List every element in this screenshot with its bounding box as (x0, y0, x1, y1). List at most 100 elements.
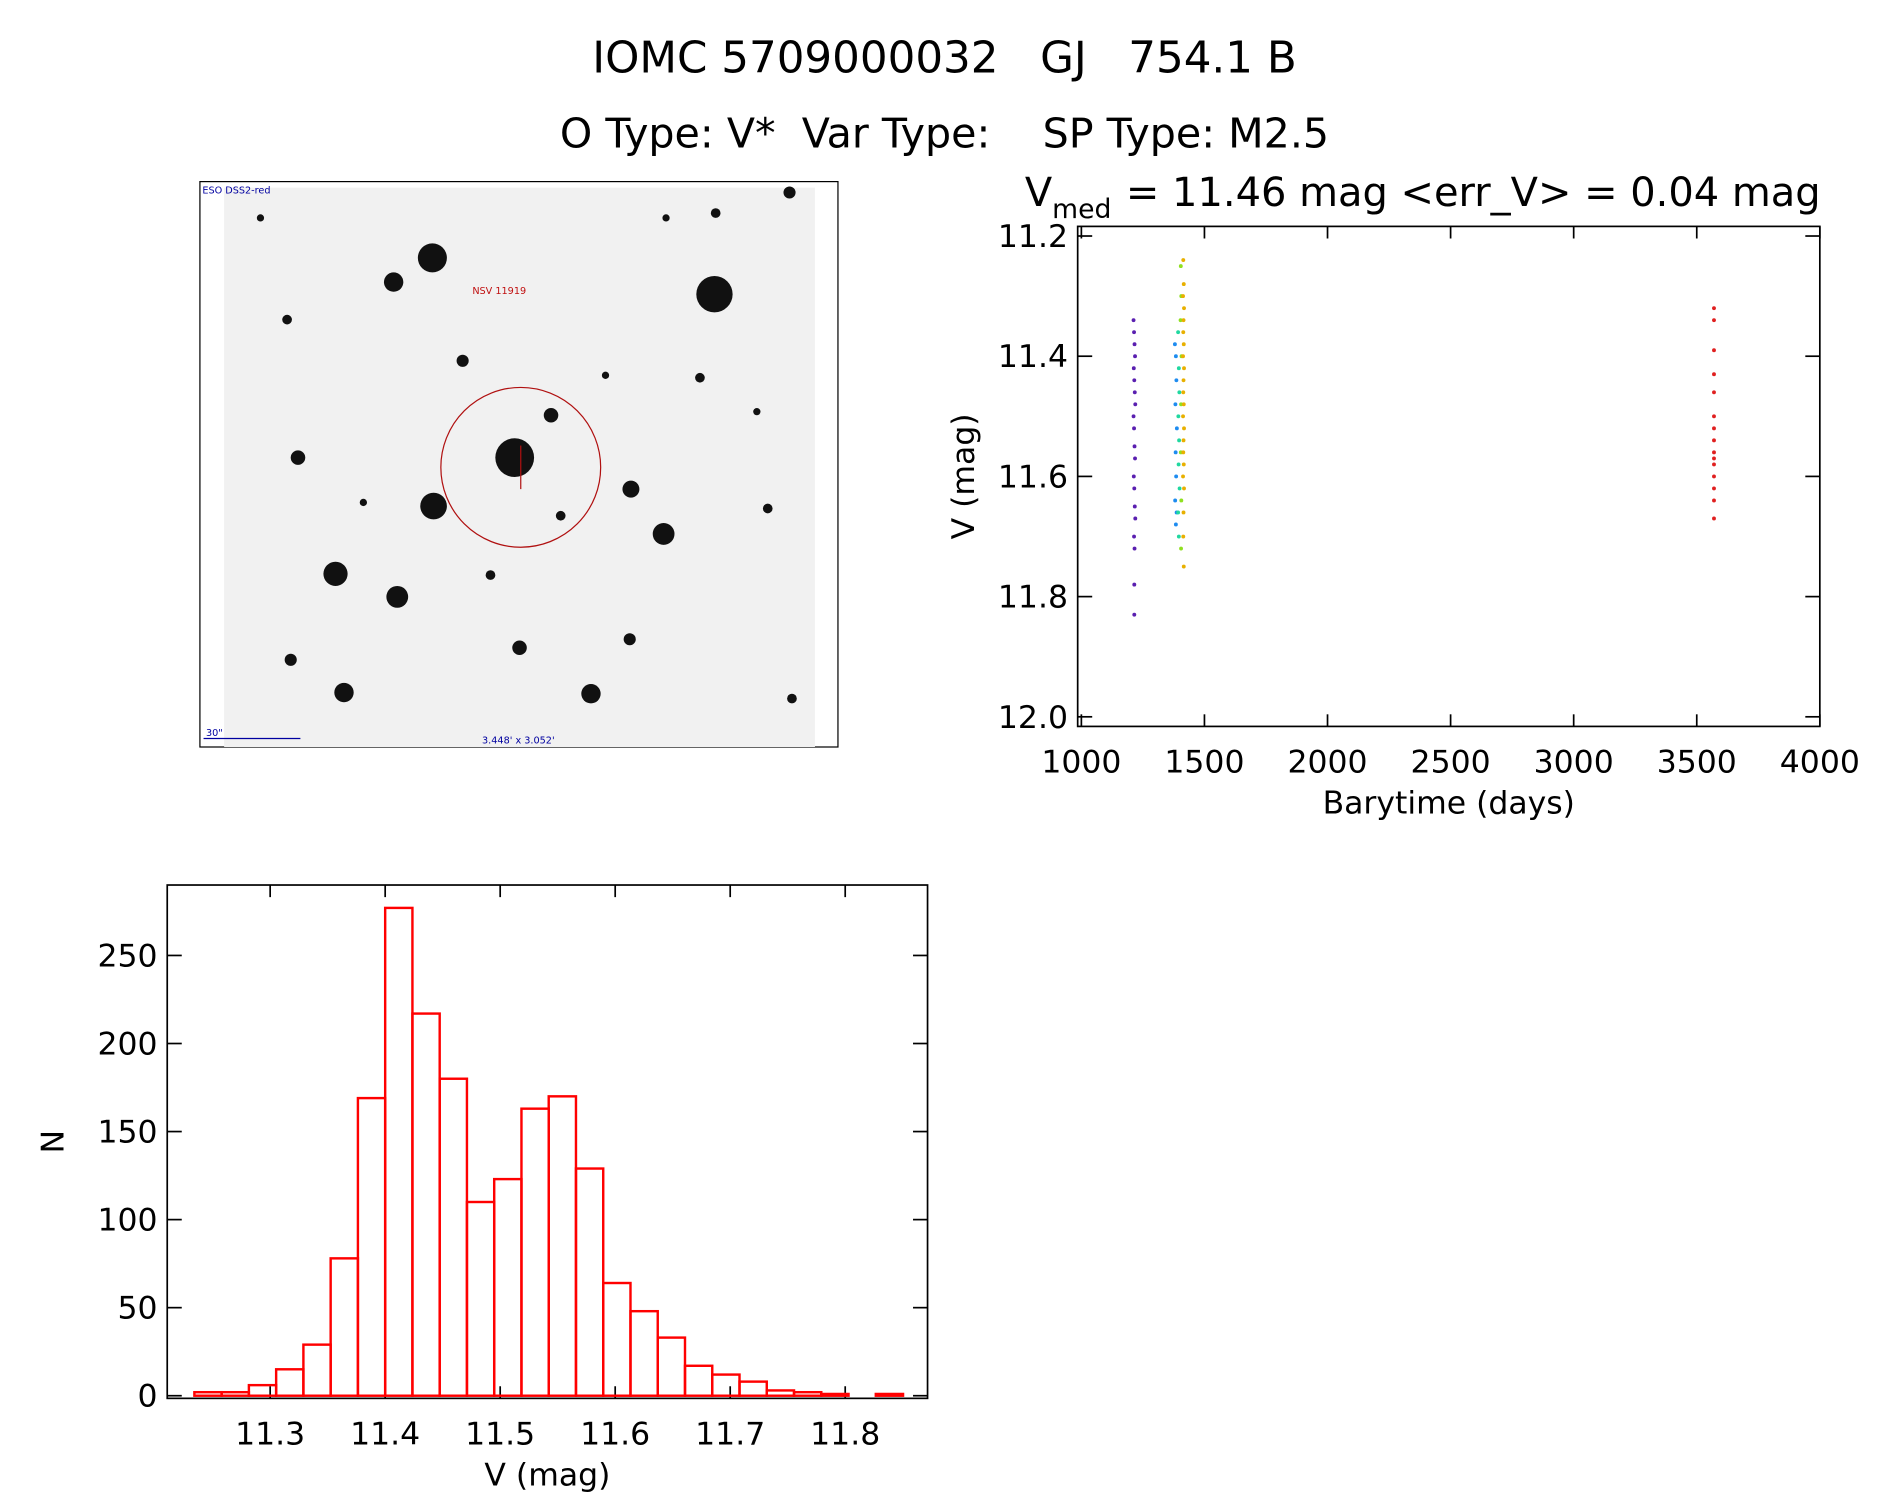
histogram-bar (220, 1390, 251, 1397)
data-point (1182, 366, 1186, 371)
y-axis-label: V (mag) (946, 413, 982, 539)
data-point (1712, 318, 1716, 323)
data-point (1173, 450, 1178, 455)
data-point (1131, 474, 1136, 479)
data-point (1181, 450, 1186, 455)
data-point (1712, 372, 1716, 377)
histogram-bar (193, 1390, 223, 1397)
data-point (1178, 318, 1183, 323)
histogram-bar (820, 1392, 850, 1397)
data-point (1712, 438, 1716, 443)
data-point (1176, 510, 1181, 515)
histogram-bar (711, 1373, 741, 1397)
x-tick-label: 1000 (1041, 744, 1121, 780)
y-axis-label: N (35, 1130, 71, 1154)
data-point (1179, 498, 1184, 503)
y-tick-label: 11.6 (998, 459, 1068, 495)
data-point (1181, 342, 1186, 347)
data-point (1132, 546, 1137, 551)
data-point (1182, 426, 1186, 431)
data-point (1132, 504, 1137, 509)
data-point (1132, 342, 1137, 347)
data-point (1132, 378, 1137, 383)
data-point (1182, 306, 1186, 311)
plot-title: Vmed = 11.46 mag <err_V> = 0.04 mag (1025, 170, 1821, 225)
data-point (1173, 354, 1178, 359)
data-point (1174, 378, 1179, 383)
data-point (1181, 318, 1186, 323)
data-point (1172, 342, 1177, 347)
histogram-bar (874, 1392, 905, 1397)
title-main: V (1025, 170, 1052, 216)
y-tick-label: 11.4 (998, 339, 1068, 375)
histogram-bar (738, 1380, 768, 1397)
x-tick-label: 11.8 (810, 1416, 880, 1452)
y-tick-label: 100 (97, 1203, 157, 1239)
data-point (1181, 438, 1186, 443)
histogram-bar (274, 1368, 305, 1397)
histogram-bar (792, 1390, 823, 1397)
data-point (1712, 486, 1716, 491)
x-tick-label: 2000 (1287, 744, 1367, 780)
x-tick-label: 11.6 (580, 1416, 650, 1452)
data-point (1179, 402, 1183, 407)
data-point (1712, 450, 1716, 455)
histogram-bar (302, 1343, 332, 1397)
data-point (1133, 354, 1137, 359)
y-tick-label: 50 (118, 1291, 158, 1327)
stars (256, 186, 797, 704)
plot-frame (166, 884, 929, 1400)
data-point (1181, 354, 1185, 359)
x-tick-label: 3000 (1534, 744, 1614, 780)
data-point (1178, 264, 1183, 269)
data-point (1131, 366, 1136, 371)
histogram-bar (329, 1257, 360, 1397)
y-tick-label: 150 (97, 1115, 157, 1151)
histogram-bar (574, 1167, 605, 1397)
data-point (1176, 414, 1181, 419)
subtitle: O Type: V* Var Type: SP Type: M2.5 (560, 110, 1329, 158)
data-point (1712, 426, 1716, 431)
data-point (1177, 486, 1182, 491)
histogram-bar (683, 1364, 714, 1397)
data-point (1131, 414, 1136, 419)
x-axis-label: Barytime (days) (1323, 786, 1575, 822)
data-point (1132, 426, 1136, 431)
histogram-bar (247, 1383, 278, 1397)
data-point (1181, 534, 1186, 539)
data-point (1181, 402, 1186, 407)
data-point (1181, 282, 1186, 287)
data-point (1173, 402, 1178, 407)
data-point (1132, 486, 1137, 491)
histogram-bar (629, 1309, 659, 1397)
data-point (1133, 456, 1137, 461)
data-point (1181, 474, 1185, 479)
data-point (1133, 402, 1138, 407)
data-point (1712, 474, 1716, 479)
plot-frame (1076, 225, 1821, 728)
data-point (1179, 546, 1183, 551)
y-tick-label: 11.8 (998, 580, 1068, 616)
x-tick-label: 2500 (1411, 744, 1491, 780)
histogram-bar (547, 1095, 578, 1397)
data-point (1176, 534, 1181, 539)
data-point (1712, 390, 1716, 395)
data-point (1173, 522, 1178, 527)
data-point (1132, 330, 1136, 335)
y-tick-label: 12.0 (998, 700, 1068, 736)
histogram-bar (602, 1281, 632, 1397)
data-point (1181, 462, 1186, 467)
data-point (1712, 348, 1716, 353)
data-point (1181, 330, 1186, 335)
scale-label: 30" (206, 728, 223, 739)
data-point (1132, 612, 1137, 617)
title-rest: = 11.46 mag <err_V> = 0.04 mag (1126, 170, 1821, 216)
data-point (1181, 294, 1185, 299)
histogram-bar (656, 1336, 687, 1397)
field-size: 3.448' x 3.052' (482, 735, 555, 746)
y-tick-label: 11.2 (998, 219, 1068, 255)
data-point (1712, 516, 1716, 521)
data-point (1712, 498, 1716, 503)
histogram-bar (520, 1107, 550, 1397)
